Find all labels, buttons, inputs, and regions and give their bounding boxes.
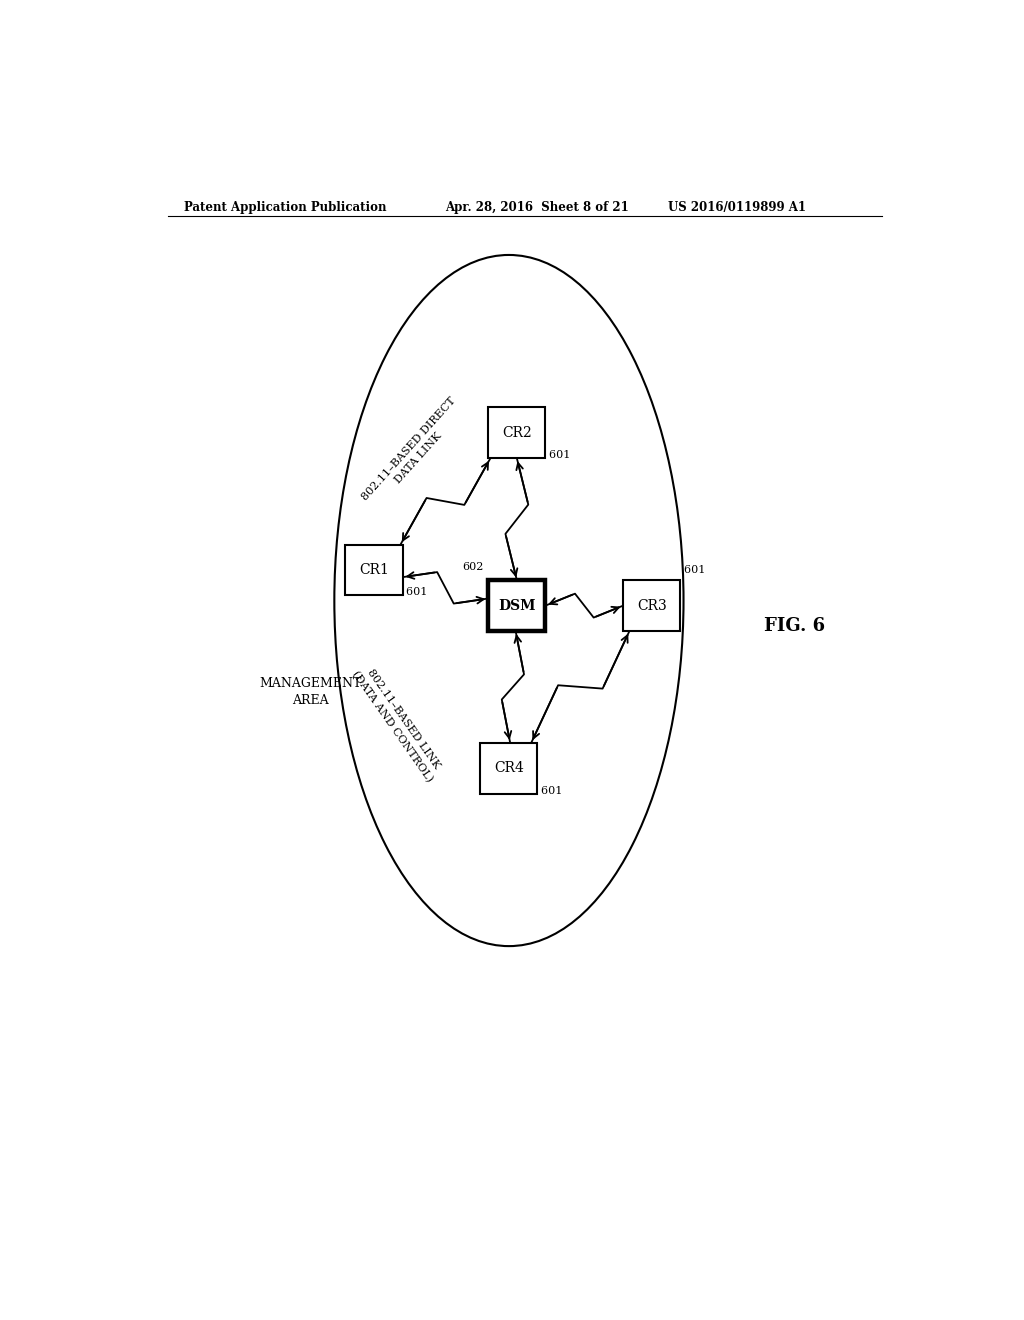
Text: ⁠601: ⁠601 [684,565,705,576]
Text: 802.11–BASED LINK
(DATA AND CONTROL): 802.11–BASED LINK (DATA AND CONTROL) [350,661,445,784]
FancyBboxPatch shape [488,581,546,631]
FancyBboxPatch shape [480,743,538,793]
Text: CR4: CR4 [494,762,524,775]
Text: DSM: DSM [498,598,536,612]
Text: FIG. 6: FIG. 6 [764,616,825,635]
FancyBboxPatch shape [488,408,546,458]
Text: Patent Application Publication: Patent Application Publication [183,201,386,214]
Text: ⁠601: ⁠601 [541,785,562,796]
Text: MANAGEMENT
AREA: MANAGEMENT AREA [259,677,361,708]
FancyBboxPatch shape [345,545,402,595]
Text: CR2: CR2 [502,426,531,440]
Text: Apr. 28, 2016  Sheet 8 of 21: Apr. 28, 2016 Sheet 8 of 21 [445,201,629,214]
Text: ⁠601: ⁠601 [406,587,427,598]
Text: CR3: CR3 [637,598,667,612]
FancyBboxPatch shape [624,581,680,631]
Text: US 2016/0119899 A1: US 2016/0119899 A1 [668,201,806,214]
Text: 802.11–BASED DIRECT
DATA LINK: 802.11–BASED DIRECT DATA LINK [360,396,467,511]
Text: ⁠601: ⁠601 [549,450,570,461]
Text: 602: 602 [462,562,483,572]
Text: CR1: CR1 [359,564,389,577]
